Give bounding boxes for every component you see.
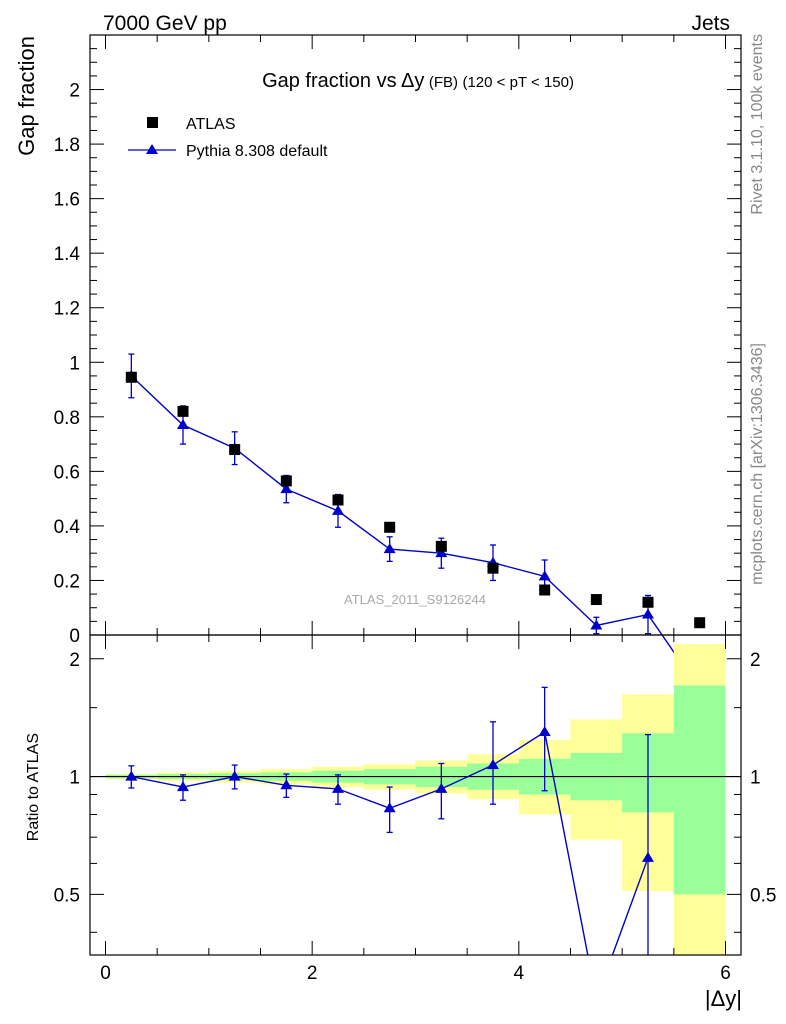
ratio-xtick-label: 0 (100, 963, 111, 984)
ratio-ytick-label: 2 (69, 650, 80, 671)
ratio-frame (89, 634, 742, 956)
ratio-point (435, 782, 448, 793)
energy-label: 7000 GeV pp (103, 12, 227, 35)
main-ytick-label: 0.6 (54, 462, 80, 483)
mc-point (280, 483, 293, 494)
mc-point (383, 543, 396, 554)
ratio-ytick-label: 0.5 (54, 885, 80, 906)
ratio-point (280, 779, 293, 790)
data-series (125, 371, 706, 629)
ratio-bands (105, 644, 726, 955)
ratio-point (177, 781, 189, 792)
mc-line (130, 375, 701, 690)
legend: ATLAS Pythia 8.308 default (128, 116, 328, 160)
ratio-point (538, 725, 551, 736)
mc-point (177, 419, 189, 429)
ratio-xtick-label: 2 (307, 963, 318, 984)
main-axis-ticks: 0 0.2 0.4 0.6 0.8 1 1.2 1.4 1.6 1.8 2 (54, 35, 741, 647)
ratio-band-inner (673, 685, 726, 895)
data-point (280, 475, 292, 487)
main-ytick-label: 1.8 (54, 135, 80, 156)
title-tag: (FB) (429, 74, 458, 91)
mc-point (435, 547, 448, 558)
ratio-ytick-label-right: 0.5 (750, 885, 776, 906)
main-ytick-label: 1.6 (54, 190, 80, 211)
ratio-ytick-label-right: 2 (750, 650, 761, 671)
mc-series (125, 353, 701, 690)
data-point (435, 540, 447, 552)
data-point (694, 617, 706, 629)
main-panel: 0 0.2 0.4 0.6 0.8 1 1.2 1.4 1.6 1.8 2 (54, 34, 742, 690)
data-point (384, 521, 396, 533)
main-ytick-label: 1 (69, 353, 80, 374)
title-main: Gap fraction vs (262, 70, 397, 92)
data-point (642, 596, 654, 608)
ratio-xtick-label: 4 (514, 963, 525, 984)
data-point (332, 494, 344, 506)
mc-point (590, 619, 603, 630)
ratio-series (125, 686, 654, 955)
main-ytick-label: 1.4 (54, 244, 81, 265)
mc-point (642, 608, 654, 619)
analysis-watermark: ATLAS_2011_S9126244 (344, 592, 486, 607)
title-range: (120 < pT < 150) (462, 74, 573, 91)
main-ytick-label: 0.8 (54, 408, 80, 429)
ratio-point (642, 851, 654, 862)
title-delta: Δy (401, 70, 424, 92)
ratio-point (332, 782, 344, 793)
main-ylabel: Gap fraction (14, 36, 39, 156)
main-ytick-label: 0.4 (54, 517, 81, 538)
mc-point (538, 570, 551, 581)
data-point (487, 562, 499, 574)
ratio-point (125, 770, 138, 781)
ratio-point (383, 802, 396, 813)
data-point (539, 584, 551, 596)
mc-point (332, 504, 344, 515)
ratio-xtick-label: 6 (720, 963, 731, 984)
legend-mc-marker (146, 144, 158, 154)
rivet-label: Rivet 3.1.10, 100k events (749, 34, 766, 215)
ratio-ytick-label-right: 1 (750, 768, 761, 789)
ratio-point (228, 770, 241, 781)
category-label: Jets (691, 12, 730, 35)
main-ytick-label: 1.2 (54, 299, 80, 320)
main-ytick-label: 0 (69, 626, 80, 647)
ratio-ytick-label: 1 (69, 768, 80, 789)
data-point (177, 405, 189, 417)
ratio-panel: 0.5 0.5 1 1 2 2 0 2 4 6 (54, 634, 776, 984)
data-point (229, 444, 241, 456)
ratio-point (487, 759, 499, 770)
main-ytick-label: 0.2 (54, 571, 80, 592)
mcplots-label: mcplots.cern.ch [arXiv:1306.3436] (749, 343, 766, 585)
chart-title: Gap fraction vs Δy (FB) (120 < pT < 150) (262, 70, 574, 92)
legend-atlas-marker (147, 117, 158, 128)
ratio-xlabel: |Δy| (705, 986, 742, 1011)
ratio-axis-ticks: 0.5 0.5 1 1 2 2 0 2 4 6 (54, 635, 776, 984)
data-point (590, 594, 602, 606)
legend-atlas-label: ATLAS (186, 116, 236, 133)
legend-mc-label: Pythia 8.308 default (186, 143, 328, 160)
data-point (125, 371, 137, 383)
ratio-ylabel: Ratio to ATLAS (25, 733, 42, 841)
main-ytick-label: 2 (69, 81, 80, 102)
